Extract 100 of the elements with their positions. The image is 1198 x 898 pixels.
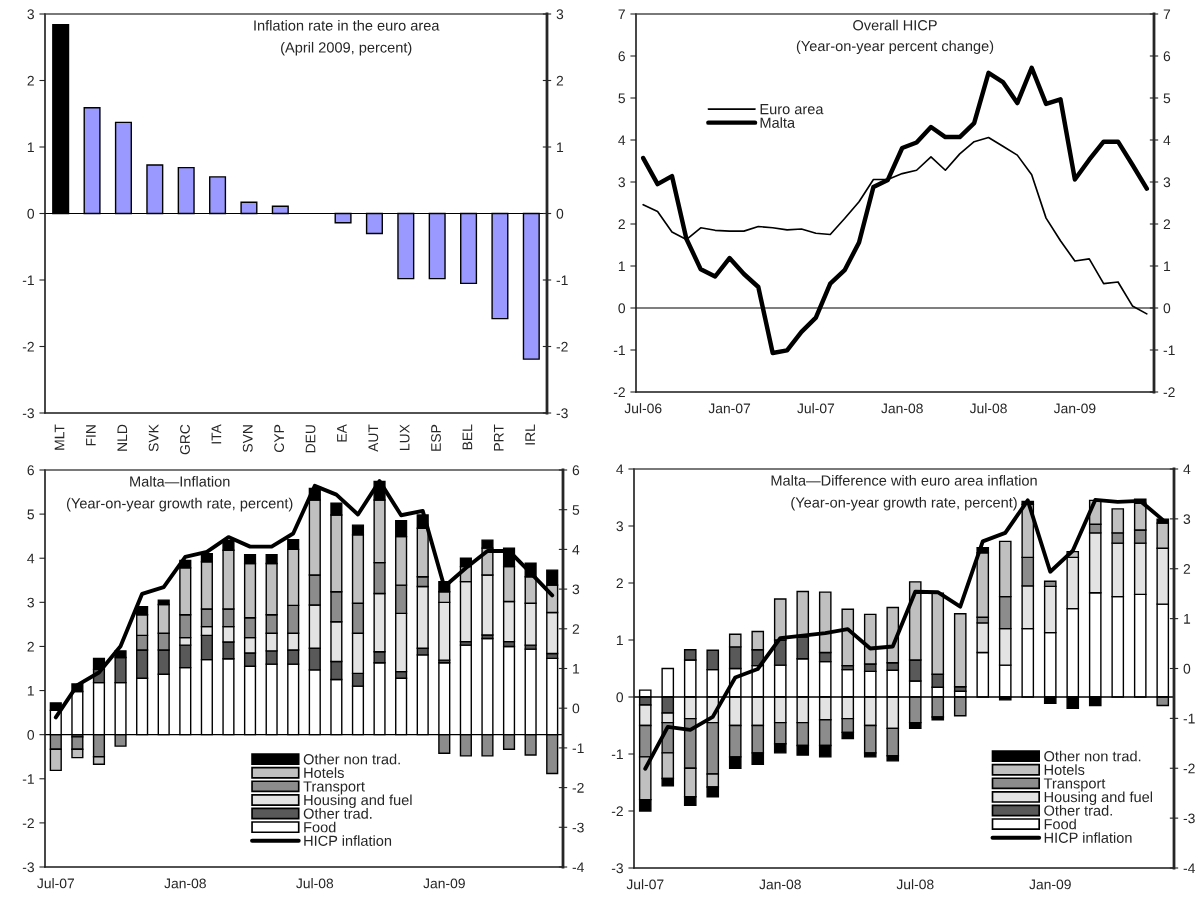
x-tick-label: Jan-08 <box>881 403 923 414</box>
y2-tick-label: 3 <box>1163 177 1171 188</box>
y-tick-label: 4 <box>618 135 626 146</box>
x-tick-label: Jul-08 <box>296 878 334 889</box>
y-tick-label: -1 <box>22 275 34 286</box>
x-tick-label: BEL <box>462 424 473 450</box>
chart-title: Malta—Inflation <box>130 475 230 487</box>
x-tick-label: ITA <box>211 424 222 444</box>
y2-tick-label: -2 <box>572 782 584 793</box>
legend-label: Transport <box>1043 778 1106 792</box>
y2-tick-label: 4 <box>1183 464 1191 475</box>
x-tick-label: NLD <box>117 424 128 451</box>
y2-tick-label: -1 <box>1183 713 1195 724</box>
y-tick-label: 3 <box>618 177 625 188</box>
bar <box>953 613 967 688</box>
y-tick-label: 3 <box>27 9 34 20</box>
y-tick-label: 4 <box>616 464 624 475</box>
y-tick-label: 1 <box>27 686 34 696</box>
legend-label: HICP inflation <box>1044 832 1132 843</box>
y-tick-label: 3 <box>616 521 623 532</box>
x-tick-label: Jul-06 <box>624 403 662 414</box>
text: (April 2009, percent) <box>281 41 412 56</box>
legend-label: Food <box>304 821 336 833</box>
y2-tick-label: -3 <box>572 822 584 833</box>
x-tick-label: MLT <box>54 424 65 450</box>
x-tick-label: Jan-09 <box>423 878 465 889</box>
x-tick-label: Jul-08 <box>896 879 934 890</box>
y2-tick-label: -4 <box>1183 863 1195 874</box>
y-tick-label: 2 <box>27 75 34 86</box>
x-tick-label: Jul-07 <box>37 878 75 889</box>
x-tick-label: ESP <box>431 424 441 451</box>
line-series <box>640 65 1150 356</box>
y-tick-label: -3 <box>22 408 34 419</box>
y-tick-label: -2 <box>611 806 623 817</box>
y2-tick-label: 2 <box>1163 219 1171 230</box>
y2-tick-label: 3 <box>556 9 564 20</box>
y2-tick-label: 1 <box>1164 261 1171 272</box>
x-tick-label: IRL <box>525 424 535 445</box>
x-tick-label: SVN <box>242 425 253 453</box>
x-tick-label: LUX <box>399 424 410 450</box>
y-tick-label: -2 <box>22 818 34 828</box>
y-tick-label: -1 <box>613 345 625 356</box>
x-tick-label: Jul-08 <box>969 403 1007 414</box>
x-tick-label: Jan-09 <box>1053 403 1096 414</box>
y-tick-label: -3 <box>22 862 34 873</box>
y-tick-label: -3 <box>611 863 623 874</box>
y2-tick-label: -4 <box>572 862 584 873</box>
y-tick-label: 4 <box>27 553 35 564</box>
y-tick-label: -1 <box>611 749 623 760</box>
y-tick-label: 0 <box>618 303 626 314</box>
legend-label: Other trad. <box>303 808 372 819</box>
y-tick-label: 2 <box>618 219 625 230</box>
x-tick-label: Jan-08 <box>164 878 206 889</box>
y2-tick-label: -2 <box>556 341 568 352</box>
y-tick-label: 2 <box>616 578 623 589</box>
x-tick-label: Jan-08 <box>759 879 801 890</box>
y-tick-label: 6 <box>27 465 34 476</box>
y2-tick-label: 2 <box>556 75 564 86</box>
chart-title: Malta—Difference with euro area inflation <box>771 474 1037 486</box>
x-tick-label: Jul-07 <box>626 879 664 890</box>
y-tick-label: -2 <box>22 341 34 352</box>
y-tick-label: 0 <box>27 208 35 219</box>
y2-tick-label: 0 <box>556 208 564 219</box>
legend-label: Other non trad. <box>1044 750 1141 762</box>
y2-tick-label: 0 <box>1183 663 1191 674</box>
y2-tick-label: 4 <box>1163 135 1171 146</box>
text: (Year-on-year growth rate, percent) <box>791 496 1017 511</box>
y2-tick-label: -1 <box>1163 345 1175 356</box>
chart-title: Inflation rate in the euro area <box>254 19 440 31</box>
x-tick-label: DEU <box>305 425 316 453</box>
text: (Year-on-year percent change) <box>796 40 994 55</box>
legend-label: Housing and fuel <box>1044 791 1153 806</box>
legend-label: Food <box>1044 818 1076 830</box>
y2-tick-label: 6 <box>1163 51 1171 62</box>
y2-tick-label: 0 <box>1163 303 1171 314</box>
y2-tick-label: -3 <box>1183 813 1195 824</box>
legend-label: Malta <box>760 117 796 128</box>
legend-label: Hotels <box>1044 764 1085 775</box>
x-tick-label: AUT <box>368 424 379 452</box>
legend-label: Other trad. <box>1044 805 1112 816</box>
legend-label: Euro area <box>760 104 824 115</box>
y-tick-label: 1 <box>27 142 34 153</box>
y2-tick-label: 2 <box>1183 564 1191 574</box>
legend-label: Housing and fuel <box>304 794 412 809</box>
y-tick-label: 6 <box>618 51 625 62</box>
x-tick-label: Jan-07 <box>708 403 751 414</box>
y-tick-label: 7 <box>618 9 625 20</box>
y2-tick-label: 7 <box>1163 9 1171 20</box>
y2-tick-label: -2 <box>1183 763 1195 774</box>
y2-tick-label: 1 <box>573 663 580 674</box>
y2-tick-label: 5 <box>1163 93 1171 104</box>
y-tick-label: 1 <box>618 261 625 272</box>
y2-tick-label: 6 <box>572 465 580 476</box>
y2-tick-label: 5 <box>572 505 580 515</box>
y2-tick-label: -1 <box>572 743 584 753</box>
legend-label: HICP inflation <box>304 835 392 846</box>
y-tick-label: -2 <box>613 387 625 398</box>
y-tick-label: 5 <box>27 509 34 520</box>
x-tick-label: PRT <box>493 424 504 451</box>
y-tick-label: -1 <box>22 774 34 784</box>
